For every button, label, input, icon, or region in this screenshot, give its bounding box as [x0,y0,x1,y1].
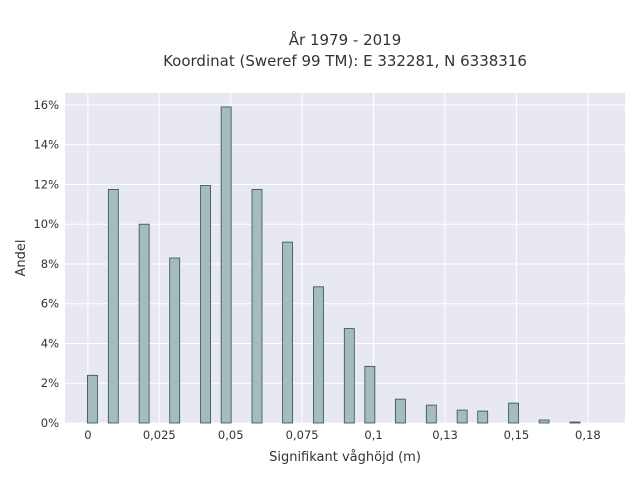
histogram-bar [87,374,98,424]
histogram-bar [477,410,489,424]
y-axis-title: Andel [14,240,29,277]
y-tick-label: 4% [41,336,59,350]
chart-title-line1: År 1979 - 2019 [289,30,402,49]
histogram-bar [569,421,581,424]
histogram-bar [364,365,376,424]
y-tick-label: 10% [33,217,59,231]
x-tick-label: 0 [84,428,91,442]
x-tick-label: 0,15 [504,428,530,442]
y-tick-label: 12% [33,177,59,191]
histogram-bar [282,241,293,424]
histogram-bar [251,189,263,424]
histogram-bar [395,398,406,424]
y-tick-label: 2% [41,376,59,390]
histogram-bar [169,257,181,424]
x-axis-title: Signifikant våghöjd (m) [269,450,421,465]
x-tick-label: 0,025 [143,428,176,442]
y-tick-label: 0% [41,416,59,430]
x-tick-label: 0,05 [218,428,244,442]
chart-title-line2: Koordinat (Sweref 99 TM): E 332281, N 63… [163,52,527,70]
y-tick-label: 6% [41,297,59,311]
y-tick-label: 14% [33,138,59,152]
histogram-bar [107,189,119,424]
x-tick-label: 0,075 [286,428,319,442]
y-tick-label: 8% [41,257,59,271]
histogram-bar [200,185,211,424]
x-tick-label: 0,18 [575,428,601,442]
histogram-bar [456,409,468,424]
histogram-bar [138,223,150,424]
histogram-bar [425,404,437,424]
histogram-bar [313,286,324,424]
x-tick-label: 0,13 [432,428,458,442]
bars [87,106,581,424]
y-tick-label: 16% [33,98,59,112]
histogram-bar [508,402,519,424]
histogram-bar [343,328,355,424]
x-tick-label: 0,1 [364,428,382,442]
x-tick-labels: 0 0,025 0,05 0,075 0,1 0,13 0,15 0,18 [84,428,600,442]
histogram-bar [538,419,550,424]
y-tick-labels: 0% 2% 4% 6% 8% 10% 12% 14% 16% [33,98,59,430]
histogram-bar [220,106,232,424]
